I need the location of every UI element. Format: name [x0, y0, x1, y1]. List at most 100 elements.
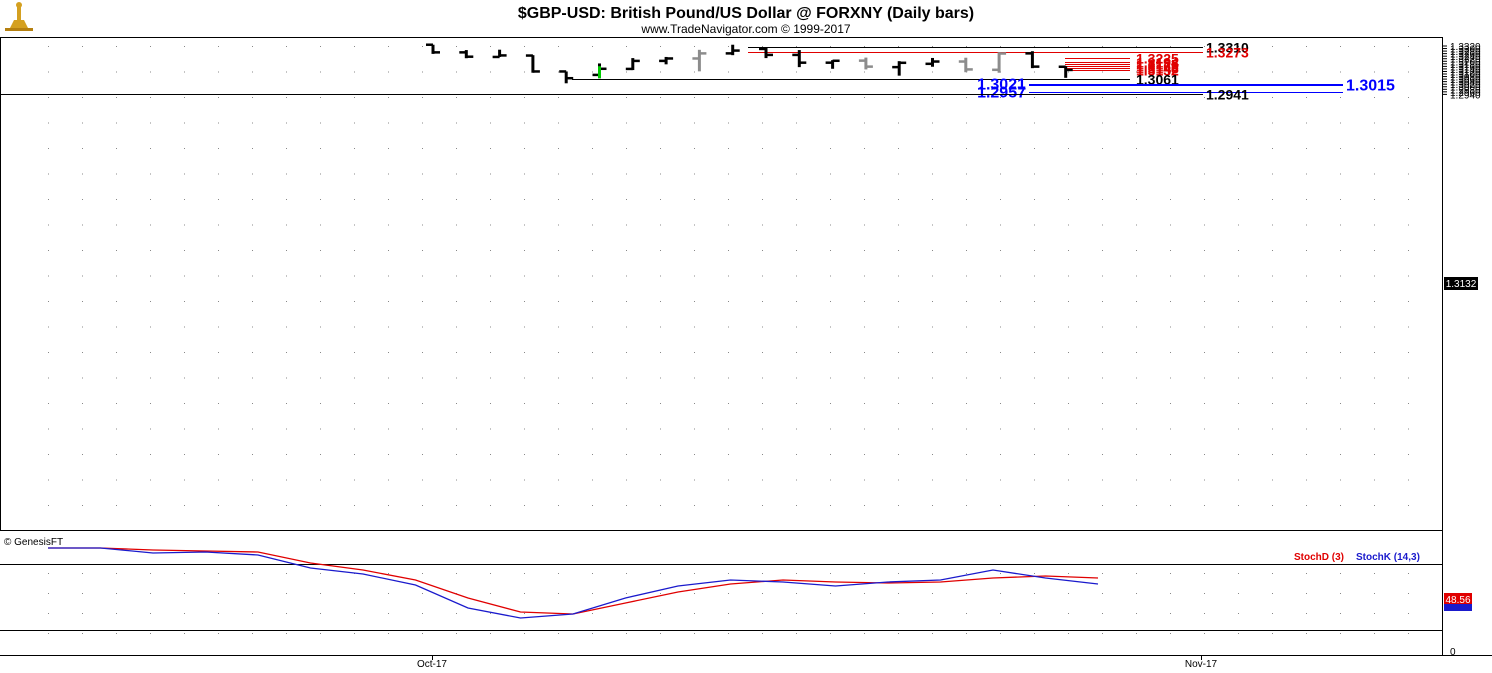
- level-label: 1.3225: [1136, 51, 1179, 67]
- grid-dot: [1068, 97, 1069, 98]
- grid-dot: [252, 122, 253, 124]
- grid-dot: [1272, 505, 1273, 506]
- grid-dot: [320, 173, 321, 175]
- grid-dot: [524, 97, 525, 98]
- grid-dot: [1102, 46, 1103, 47]
- grid-dot: [184, 613, 185, 614]
- grid-dot: [82, 46, 83, 47]
- grid-dot: [252, 224, 253, 226]
- y-tick-label: 1.3200: [1450, 57, 1481, 68]
- grid-dot: [830, 613, 831, 614]
- level-label: 1.3015: [1346, 78, 1395, 95]
- grid-dot: [1238, 148, 1239, 149]
- grid-dot: [898, 593, 899, 594]
- grid-dot: [1238, 593, 1239, 594]
- grid-dot: [1102, 613, 1103, 614]
- grid-dot: [218, 377, 219, 379]
- grid-dot: [490, 301, 491, 302]
- grid-dot: [1306, 275, 1307, 277]
- grid-dot: [796, 122, 797, 124]
- grid-dot: [830, 46, 831, 47]
- grid-dot: [1408, 479, 1409, 481]
- grid-dot: [660, 505, 661, 506]
- grid-dot: [626, 275, 627, 277]
- grid-dot: [286, 250, 287, 251]
- grid-dot: [388, 454, 389, 455]
- grid-dot: [320, 377, 321, 379]
- grid-dot: [592, 148, 593, 149]
- grid-dot: [354, 352, 355, 353]
- grid-dot: [150, 428, 151, 430]
- grid-dot: [48, 224, 49, 226]
- grid-dot: [1102, 250, 1103, 251]
- grid-dot: [966, 148, 967, 149]
- grid-dot: [150, 199, 151, 200]
- grid-dot: [116, 224, 117, 226]
- grid-dot: [660, 122, 661, 124]
- grid-dot: [1238, 428, 1239, 430]
- level-label: 1.3163: [1136, 59, 1179, 75]
- grid-dot: [388, 377, 389, 379]
- grid-dot: [864, 46, 865, 47]
- grid-dot: [694, 428, 695, 430]
- grid-dot: [558, 97, 559, 98]
- grid-dot: [286, 377, 287, 379]
- grid-dot: [48, 301, 49, 302]
- grid-dot: [286, 454, 287, 455]
- grid-dot: [796, 173, 797, 175]
- grid-dot: [456, 428, 457, 430]
- stoch-k-line: [48, 547, 1099, 619]
- grid-dot: [1000, 46, 1001, 47]
- grid-dot: [1034, 593, 1035, 594]
- ohlc-bar: [825, 59, 840, 69]
- grid-dot: [286, 593, 287, 594]
- grid-dot: [898, 454, 899, 455]
- grid-dot: [762, 148, 763, 149]
- grid-dot: [660, 224, 661, 226]
- grid-dot: [830, 428, 831, 430]
- grid-dot: [592, 377, 593, 379]
- grid-dot: [1102, 301, 1103, 302]
- grid-dot: [592, 326, 593, 328]
- grid-dot: [1204, 46, 1205, 47]
- grid-dot: [932, 122, 933, 124]
- grid-dot: [558, 199, 559, 200]
- grid-dot: [524, 403, 525, 404]
- grid-dot: [1102, 224, 1103, 226]
- grid-dot: [558, 573, 559, 574]
- grid-dot: [592, 224, 593, 226]
- grid-dot: [320, 352, 321, 353]
- grid-dot: [1000, 454, 1001, 455]
- grid-dot: [626, 71, 627, 73]
- grid-dot: [218, 573, 219, 574]
- grid-dot: [1068, 224, 1069, 226]
- grid-dot: [592, 275, 593, 277]
- grid-dot: [1272, 122, 1273, 124]
- grid-dot: [48, 613, 49, 614]
- grid-dot: [82, 224, 83, 226]
- grid-dot: [1374, 377, 1375, 379]
- grid-dot: [660, 352, 661, 353]
- grid-dot: [1034, 505, 1035, 506]
- grid-dot: [932, 97, 933, 98]
- grid-dot: [1408, 97, 1409, 98]
- grid-dot: [1136, 71, 1137, 73]
- grid-dot: [218, 224, 219, 226]
- grid-dot: [1408, 428, 1409, 430]
- grid-dot: [932, 505, 933, 506]
- grid-dot: [388, 352, 389, 353]
- grid-dot: [660, 301, 661, 302]
- grid-dot: [1034, 352, 1035, 353]
- grid-dot: [1408, 122, 1409, 124]
- grid-dot: [388, 275, 389, 277]
- grid-dot: [1102, 275, 1103, 277]
- grid-dot: [82, 428, 83, 430]
- grid-dot: [932, 199, 933, 200]
- grid-dot: [830, 199, 831, 200]
- grid-dot: [252, 428, 253, 430]
- grid-dot: [1306, 633, 1307, 634]
- grid-dot: [592, 46, 593, 47]
- grid-dot: [966, 428, 967, 430]
- grid-dot: [1204, 224, 1205, 226]
- grid-dot: [694, 505, 695, 506]
